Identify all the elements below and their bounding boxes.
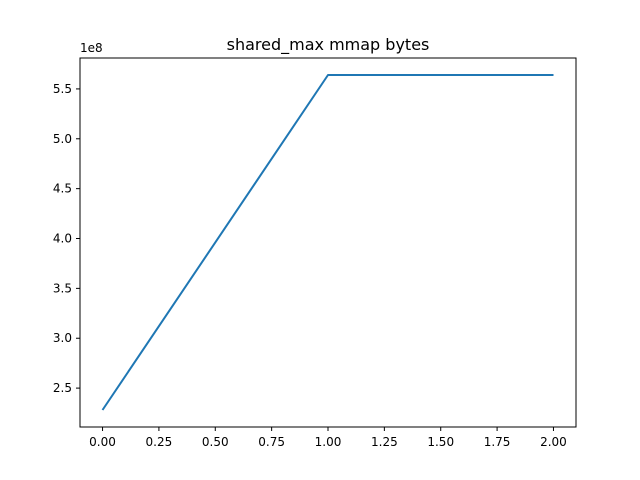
x-tick-label: 0.00: [89, 435, 116, 449]
x-tick-label: 1.50: [427, 435, 454, 449]
x-tick-label: 1.25: [371, 435, 398, 449]
y-tick-label: 4.5: [53, 182, 72, 196]
x-tick-label: 0.25: [146, 435, 173, 449]
series-group: [101, 74, 554, 411]
y-tick-label: 3.0: [53, 331, 72, 345]
y-tick-label: 5.0: [53, 132, 72, 146]
x-tick-label: 1.75: [484, 435, 511, 449]
y-tick-label: 4.0: [53, 232, 72, 246]
x-tick-label: 0.75: [258, 435, 285, 449]
plot-area-frame: [79, 57, 577, 428]
x-tick-label: 0.50: [202, 435, 229, 449]
series-line: [101, 74, 554, 411]
y-offset-label: 1e8: [80, 41, 103, 55]
y-tick-label: 3.5: [53, 281, 72, 295]
y-tick-label: 2.5: [53, 381, 72, 395]
y-tick-label: 5.5: [53, 82, 72, 96]
x-tick-label: 2.00: [540, 435, 567, 449]
chart-title: shared_max mmap bytes: [227, 35, 430, 55]
x-tick-label: 1.00: [315, 435, 342, 449]
axis-ticks: 0.00 0.25 0.50 0.75 1.00 1.25 1.50 1.75 2.00 2.5 3…: [53, 82, 567, 449]
